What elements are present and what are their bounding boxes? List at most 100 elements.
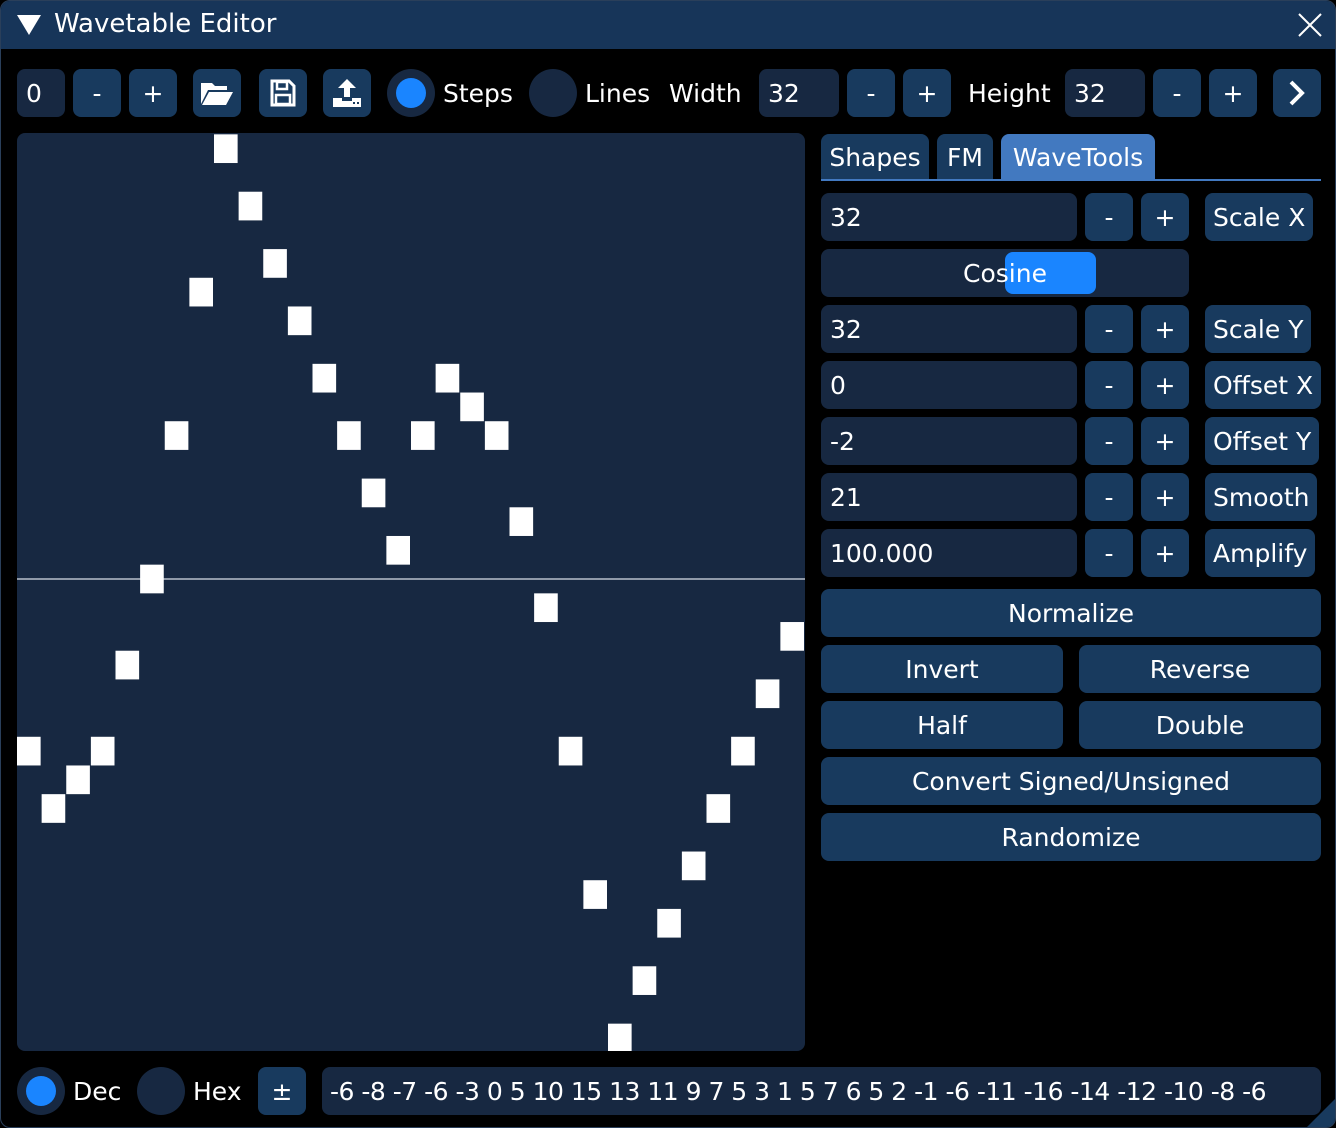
- offset-x-increment-button[interactable]: +: [1141, 361, 1189, 409]
- dec-radio[interactable]: [17, 1067, 65, 1115]
- scale-x-value-field[interactable]: 32: [821, 193, 1077, 241]
- wave-sample-point[interactable]: [140, 564, 164, 594]
- wave-sample-point[interactable]: [238, 191, 263, 221]
- offset-y-increment-button[interactable]: +: [1141, 417, 1189, 465]
- height-decrement-button[interactable]: -: [1153, 69, 1201, 117]
- height-increment-button[interactable]: +: [1209, 69, 1257, 117]
- width-field[interactable]: 32: [759, 69, 839, 117]
- radio-selected-dot: [396, 78, 426, 108]
- wave-sample-point[interactable]: [657, 908, 681, 938]
- values-text-field[interactable]: -6 -8 -7 -6 -3 0 5 10 15 13 11 9 7 5 3 1…: [322, 1067, 1321, 1115]
- offset-y-value-field[interactable]: -2: [821, 417, 1077, 465]
- lines-radio[interactable]: [529, 69, 577, 117]
- tab-fm[interactable]: FM: [937, 134, 993, 180]
- lines-label: Lines: [585, 78, 651, 108]
- wave-sample-point[interactable]: [115, 650, 140, 680]
- wave-sample-point[interactable]: [337, 421, 361, 450]
- resize-grip-icon[interactable]: [1301, 1097, 1336, 1128]
- amplify-increment-button[interactable]: +: [1141, 529, 1189, 577]
- wave-sample-point[interactable]: [386, 535, 410, 565]
- half-button[interactable]: Half: [821, 701, 1063, 749]
- convert-signed-button[interactable]: Convert Signed/Unsigned: [821, 757, 1321, 805]
- wave-sample-point[interactable]: [755, 679, 780, 709]
- wave-plot-svg[interactable]: [17, 133, 805, 1051]
- scale-y-decrement-button[interactable]: -: [1085, 305, 1133, 353]
- height-field[interactable]: 32: [1065, 69, 1145, 117]
- scale-y-value-field[interactable]: 32: [821, 305, 1077, 353]
- scale-y-increment-button[interactable]: +: [1141, 305, 1189, 353]
- wave-sample-point[interactable]: [189, 277, 213, 307]
- wave-sample-point[interactable]: [66, 765, 90, 795]
- amplify-decrement-button[interactable]: -: [1085, 529, 1133, 577]
- smooth-increment-button[interactable]: +: [1141, 473, 1189, 521]
- hex-radio[interactable]: [137, 1067, 185, 1115]
- wave-index-field[interactable]: 0: [17, 69, 65, 117]
- close-icon[interactable]: [1298, 13, 1322, 37]
- wave-sample-point[interactable]: [312, 363, 337, 393]
- index-decrement-button[interactable]: -: [73, 69, 121, 117]
- wave-sample-point[interactable]: [780, 622, 804, 651]
- wave-sample-point[interactable]: [608, 1023, 632, 1051]
- smooth-value-field[interactable]: 21: [821, 473, 1077, 521]
- invert-button[interactable]: Invert: [821, 645, 1063, 693]
- wave-sample-point[interactable]: [534, 593, 558, 623]
- wave-sample-point[interactable]: [460, 392, 484, 422]
- width-increment-button[interactable]: +: [903, 69, 951, 117]
- wave-sample-point[interactable]: [509, 507, 534, 536]
- wave-sample-point[interactable]: [214, 134, 238, 164]
- wave-sample-point[interactable]: [287, 306, 312, 336]
- folder-open-icon: [201, 83, 233, 105]
- reverse-button[interactable]: Reverse: [1079, 645, 1321, 693]
- wave-plot[interactable]: [17, 133, 805, 1051]
- normalize-button[interactable]: Normalize: [821, 589, 1321, 637]
- smooth-decrement-button[interactable]: -: [1085, 473, 1133, 521]
- save-button[interactable]: [259, 69, 307, 117]
- open-button[interactable]: [193, 69, 241, 117]
- wave-sample-point[interactable]: [263, 249, 287, 278]
- scale-y-button[interactable]: Scale Y: [1205, 305, 1312, 353]
- wave-sample-point[interactable]: [17, 736, 41, 766]
- offset-y-button[interactable]: Offset Y: [1205, 417, 1320, 465]
- steps-label: Steps: [443, 78, 513, 108]
- sign-toggle-button[interactable]: ±: [258, 1067, 306, 1115]
- slider-grab[interactable]: [1005, 252, 1096, 294]
- wave-sample-point[interactable]: [90, 736, 115, 766]
- offset-x-value-field[interactable]: 0: [821, 361, 1077, 409]
- tab-wavetools[interactable]: WaveTools: [1001, 134, 1155, 180]
- upload-icon: [333, 79, 361, 107]
- wave-sample-point[interactable]: [706, 794, 731, 823]
- export-button[interactable]: [323, 69, 371, 117]
- scale-x-decrement-button[interactable]: -: [1085, 193, 1133, 241]
- tab-shapes[interactable]: Shapes: [821, 134, 929, 180]
- amplify-button[interactable]: Amplify: [1205, 529, 1316, 577]
- double-button[interactable]: Double: [1079, 701, 1321, 749]
- triangle-down-icon[interactable]: [17, 15, 41, 35]
- smooth-button[interactable]: Smooth: [1205, 473, 1318, 521]
- next-button[interactable]: [1273, 69, 1321, 117]
- wave-sample-point[interactable]: [583, 880, 607, 909]
- interpolation-slider[interactable]: Cosine: [821, 249, 1189, 297]
- wave-sample-point[interactable]: [164, 421, 189, 450]
- dec-label: Dec: [73, 1076, 122, 1106]
- offset-x-decrement-button[interactable]: -: [1085, 361, 1133, 409]
- randomize-button[interactable]: Randomize: [821, 813, 1321, 861]
- offset-y-decrement-button[interactable]: -: [1085, 417, 1133, 465]
- offset-x-button[interactable]: Offset X: [1205, 361, 1322, 409]
- wave-sample-point[interactable]: [484, 421, 509, 450]
- wave-sample-point[interactable]: [681, 851, 706, 881]
- wave-sample-point[interactable]: [411, 421, 435, 450]
- wave-sample-point[interactable]: [361, 478, 386, 508]
- index-increment-button[interactable]: +: [129, 69, 177, 117]
- width-decrement-button[interactable]: -: [847, 69, 895, 117]
- steps-radio[interactable]: [387, 69, 435, 117]
- wave-sample-point[interactable]: [435, 363, 460, 393]
- wave-sample-point[interactable]: [731, 736, 755, 766]
- wave-sample-point[interactable]: [558, 736, 583, 766]
- wave-sample-point[interactable]: [41, 794, 66, 823]
- scale-x-increment-button[interactable]: +: [1141, 193, 1189, 241]
- title-bar[interactable]: Wavetable Editor: [1, 1, 1335, 49]
- scale-x-button[interactable]: Scale X: [1205, 193, 1314, 241]
- amplify-value-field[interactable]: 100.000: [821, 529, 1077, 577]
- wave-sample-point[interactable]: [632, 966, 657, 995]
